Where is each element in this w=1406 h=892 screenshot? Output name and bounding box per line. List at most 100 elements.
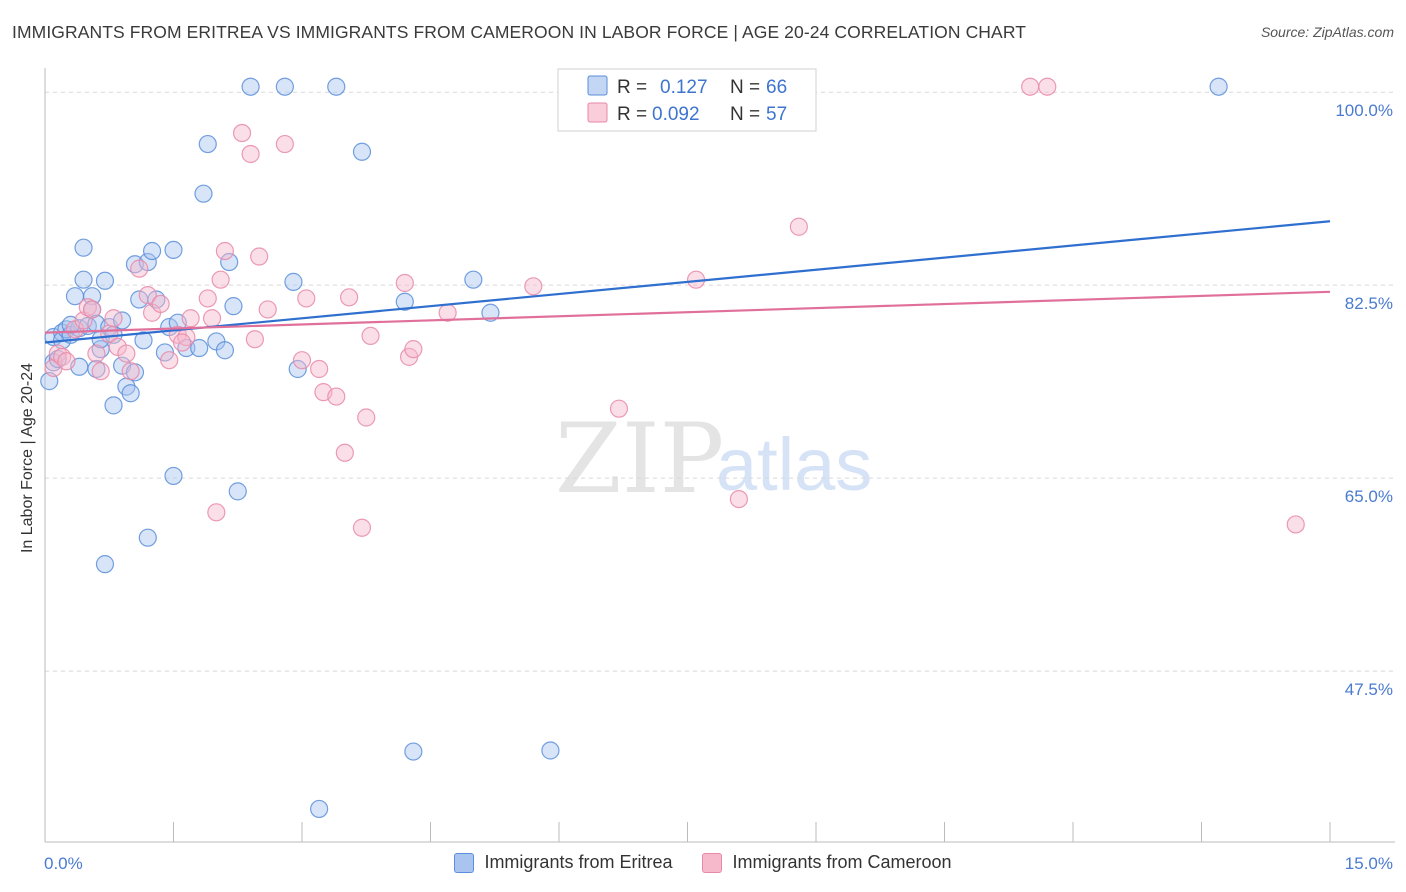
legend-eritrea-n-value: 66 <box>766 77 787 98</box>
point-eritrea <box>310 799 329 819</box>
point-eritrea <box>83 287 102 306</box>
point-eritrea <box>464 270 483 289</box>
point-eritrea <box>104 396 123 415</box>
y-tick-label: 100.0% <box>1335 101 1393 120</box>
trend-line-eritrea <box>44 220 1331 344</box>
point-cameroon <box>310 359 329 379</box>
point-cameroon <box>404 340 423 359</box>
legend-cameroon-n-value: 57 <box>766 104 787 125</box>
point-eritrea <box>164 466 183 486</box>
point-cameroon <box>297 289 316 308</box>
legend-cameroon-n-label: N = <box>730 104 760 125</box>
point-cameroon <box>181 309 200 328</box>
point-cameroon <box>1038 77 1057 96</box>
point-cameroon <box>241 144 260 164</box>
x-tick-label-max: 15.0% <box>1345 854 1393 873</box>
point-cameroon <box>198 289 217 308</box>
grid-lines <box>45 91 1395 672</box>
data-points <box>40 77 1305 819</box>
point-eritrea <box>1209 77 1228 96</box>
legend-swatch-eritrea <box>587 75 608 96</box>
point-cameroon <box>245 330 264 349</box>
point-eritrea <box>275 77 294 96</box>
point-cameroon <box>1286 515 1305 534</box>
point-cameroon <box>87 344 106 363</box>
point-cameroon <box>335 443 354 462</box>
y-tick-label: 47.5% <box>1345 680 1393 699</box>
point-eritrea <box>74 270 93 289</box>
watermark: ZIP atlas <box>555 403 872 515</box>
point-eritrea <box>164 240 183 260</box>
point-cameroon <box>524 277 543 296</box>
point-eritrea <box>134 331 153 350</box>
point-cameroon <box>215 241 234 261</box>
point-cameroon <box>340 288 359 307</box>
series-legend-item-cameroon: Immigrants from Cameroon <box>702 852 952 873</box>
point-eritrea <box>95 555 115 574</box>
x-tick-label-min: 0.0% <box>44 854 83 873</box>
axes <box>44 68 1395 843</box>
point-cameroon <box>250 247 269 266</box>
point-eritrea <box>241 77 260 96</box>
point-cameroon <box>211 270 230 289</box>
point-cameroon <box>91 362 110 381</box>
legend-cameroon-r-label: R = <box>617 104 647 125</box>
trend-lines <box>44 220 1331 344</box>
point-cameroon <box>151 294 170 314</box>
point-cameroon <box>121 362 140 381</box>
point-cameroon <box>258 300 277 319</box>
point-cameroon <box>202 309 222 328</box>
point-cameroon <box>357 408 376 427</box>
point-eritrea <box>220 252 239 272</box>
point-eritrea <box>352 142 372 161</box>
point-cameroon <box>207 503 226 522</box>
point-eritrea <box>190 338 209 358</box>
point-cameroon <box>789 217 808 236</box>
point-eritrea <box>288 359 307 379</box>
point-cameroon <box>361 326 380 346</box>
point-eritrea <box>215 341 234 360</box>
point-eritrea <box>194 184 213 203</box>
legend-swatch-cameroon <box>587 102 608 123</box>
point-eritrea <box>74 238 93 257</box>
series-name-eritrea: Immigrants from Eritrea <box>484 852 673 872</box>
series-legend-item-eritrea: Immigrants from Eritrea <box>454 852 672 873</box>
point-cameroon <box>352 518 372 537</box>
point-eritrea <box>228 482 247 501</box>
y-tick-labels: 47.5% 65.0% 82.5% 100.0% <box>1335 101 1393 699</box>
point-cameroon <box>232 123 252 143</box>
point-eritrea <box>198 134 217 154</box>
source-credit: Source: ZipAtlas.com <box>1260 24 1394 40</box>
point-eritrea <box>284 272 303 291</box>
legend-eritrea-n-label: N = <box>730 77 760 98</box>
point-cameroon <box>395 273 414 293</box>
point-eritrea <box>541 741 560 760</box>
point-eritrea <box>95 271 115 290</box>
series-swatch-eritrea <box>454 852 475 873</box>
point-cameroon <box>1021 77 1040 96</box>
correlation-legend: R = 0.127 N = 66 R = 0.092 N = 57 <box>557 68 817 132</box>
point-cameroon <box>609 399 629 418</box>
trend-line-cameroon <box>44 290 1331 334</box>
point-cameroon <box>130 259 149 278</box>
point-cameroon <box>117 344 136 363</box>
series-swatch-cameroon <box>702 852 723 873</box>
legend-eritrea-r-label: R = <box>617 77 647 98</box>
legend-cameroon-r-value: 0.092 <box>652 104 700 125</box>
point-cameroon <box>292 351 312 370</box>
watermark-zip: ZIP <box>555 403 724 515</box>
point-cameroon <box>729 489 749 509</box>
point-cameroon <box>138 286 157 305</box>
y-tick-label: 82.5% <box>1345 294 1393 313</box>
point-eritrea <box>327 77 346 96</box>
point-eritrea <box>121 384 140 403</box>
chart-title: IMMIGRANTS FROM ERITREA VS IMMIGRANTS FR… <box>12 22 1027 42</box>
point-eritrea <box>395 292 414 311</box>
point-cameroon <box>104 309 123 328</box>
point-eritrea <box>138 528 157 547</box>
point-eritrea <box>224 297 243 316</box>
y-tick-label: 65.0% <box>1345 487 1393 506</box>
x-tick-labels: 0.0% 15.0% <box>44 854 1393 873</box>
watermark-atlas: atlas <box>716 423 872 506</box>
